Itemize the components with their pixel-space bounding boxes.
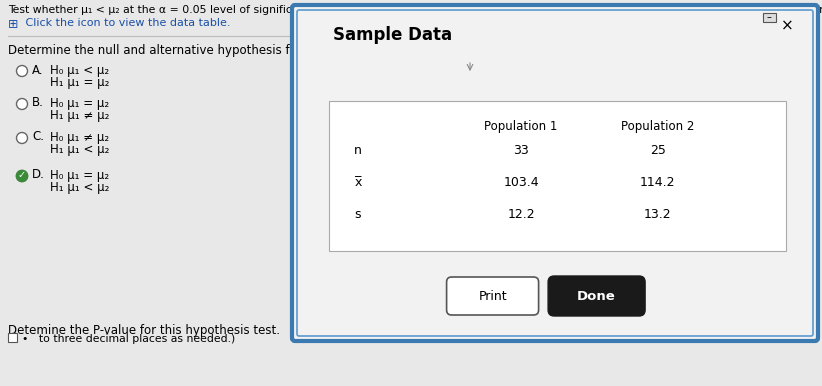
Text: s: s bbox=[355, 208, 361, 221]
Text: H₁ μ₁ ≠ μ₂: H₁ μ₁ ≠ μ₂ bbox=[50, 109, 109, 122]
Text: ✓: ✓ bbox=[18, 170, 26, 180]
Text: Detemine the P-value for this hypothesis test.: Detemine the P-value for this hypothesis… bbox=[8, 324, 280, 337]
Text: H₁ μ₁ = μ₂: H₁ μ₁ = μ₂ bbox=[50, 76, 109, 89]
Text: Print: Print bbox=[478, 290, 507, 303]
Text: B.: B. bbox=[32, 96, 44, 110]
Text: D.: D. bbox=[32, 169, 45, 181]
Circle shape bbox=[16, 171, 27, 181]
Text: ×: × bbox=[781, 18, 793, 33]
Text: 103.4: 103.4 bbox=[503, 176, 539, 189]
Text: Sample Data: Sample Data bbox=[333, 26, 452, 44]
Text: 25: 25 bbox=[649, 144, 666, 157]
Text: 114.2: 114.2 bbox=[640, 176, 676, 189]
Text: Test whether μ₁ < μ₂ at the α = 0.05 level of significance for the sample data s: Test whether μ₁ < μ₂ at the α = 0.05 lev… bbox=[8, 5, 822, 15]
Text: Click the icon to view the data table.: Click the icon to view the data table. bbox=[22, 18, 230, 28]
Circle shape bbox=[16, 66, 27, 76]
Text: x̅: x̅ bbox=[354, 176, 362, 189]
Text: H₀ μ₁ < μ₂: H₀ μ₁ < μ₂ bbox=[50, 64, 109, 77]
FancyBboxPatch shape bbox=[763, 12, 775, 22]
Text: 33: 33 bbox=[513, 144, 529, 157]
FancyBboxPatch shape bbox=[446, 277, 538, 315]
Text: H₀ μ₁ = μ₂: H₀ μ₁ = μ₂ bbox=[50, 97, 109, 110]
Text: H₀ μ₁ = μ₂: H₀ μ₁ = μ₂ bbox=[50, 169, 109, 182]
Text: •   to three decimal places as needed.): • to three decimal places as needed.) bbox=[22, 334, 235, 344]
Text: ⊞: ⊞ bbox=[8, 18, 19, 31]
Circle shape bbox=[16, 98, 27, 110]
Text: –: – bbox=[767, 12, 771, 22]
Text: Determine the null and alternative hypothesis for this: Determine the null and alternative hypot… bbox=[8, 44, 327, 57]
Text: H₀ μ₁ ≠ μ₂: H₀ μ₁ ≠ μ₂ bbox=[50, 131, 109, 144]
Text: H₁ μ₁ < μ₂: H₁ μ₁ < μ₂ bbox=[50, 181, 109, 194]
Text: H₁ μ₁ < μ₂: H₁ μ₁ < μ₂ bbox=[50, 143, 109, 156]
FancyBboxPatch shape bbox=[8, 333, 17, 342]
FancyBboxPatch shape bbox=[329, 101, 786, 251]
Text: 13.2: 13.2 bbox=[644, 208, 672, 221]
FancyBboxPatch shape bbox=[292, 5, 818, 341]
Text: C.: C. bbox=[32, 130, 44, 144]
Circle shape bbox=[16, 171, 27, 181]
Text: 12.2: 12.2 bbox=[507, 208, 535, 221]
Text: Population 1: Population 1 bbox=[484, 120, 558, 133]
Circle shape bbox=[16, 132, 27, 144]
FancyBboxPatch shape bbox=[548, 276, 645, 316]
Text: Done: Done bbox=[577, 290, 616, 303]
Text: Population 2: Population 2 bbox=[621, 120, 695, 133]
Text: n: n bbox=[354, 144, 362, 157]
Text: A.: A. bbox=[32, 64, 44, 76]
